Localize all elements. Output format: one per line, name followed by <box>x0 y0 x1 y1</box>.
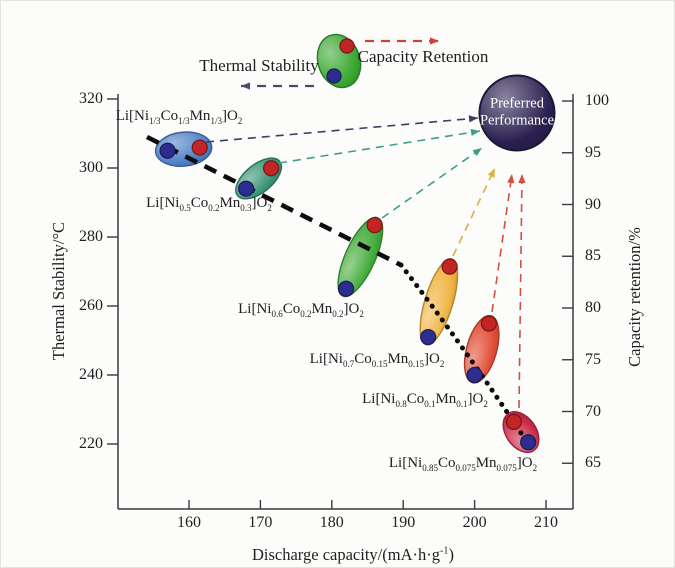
material-arrow-head <box>507 174 515 184</box>
material-arrow <box>491 173 513 313</box>
thermal-dot <box>337 280 355 297</box>
material-arrow <box>205 117 479 143</box>
material-arrow-head <box>487 168 495 178</box>
retention-dot <box>505 413 522 430</box>
retention-dot <box>366 217 383 234</box>
thermal-dot <box>159 142 176 159</box>
material-arrow-head <box>468 115 478 123</box>
retention-dot <box>441 258 458 275</box>
legend-thermal-arrow-head <box>241 82 250 90</box>
legend-retention-arrow-head <box>430 37 439 45</box>
retention-dot <box>480 315 497 332</box>
material-arrow <box>452 167 496 257</box>
thermal-dot <box>520 434 537 451</box>
material-arrow <box>278 130 481 164</box>
trend-line-dotted <box>398 262 534 451</box>
material-ellipse <box>419 258 459 346</box>
thermal-dot <box>466 366 483 384</box>
material-ellipse <box>235 157 283 200</box>
material-arrow-head <box>470 128 480 136</box>
legend-retention-dot <box>339 38 355 54</box>
legend-sample-ellipse <box>316 33 362 89</box>
retention-dot <box>263 160 280 177</box>
thermal-dot <box>420 328 437 346</box>
material-arrow <box>518 173 523 409</box>
retention-dot <box>191 139 208 156</box>
material-arrow-head <box>472 148 482 157</box>
material-arrow <box>381 147 483 219</box>
material-arrow-head <box>518 174 526 183</box>
legend-thermal-dot <box>326 68 342 84</box>
preferred-performance-circle <box>478 74 556 152</box>
thermal-dot <box>238 180 255 197</box>
